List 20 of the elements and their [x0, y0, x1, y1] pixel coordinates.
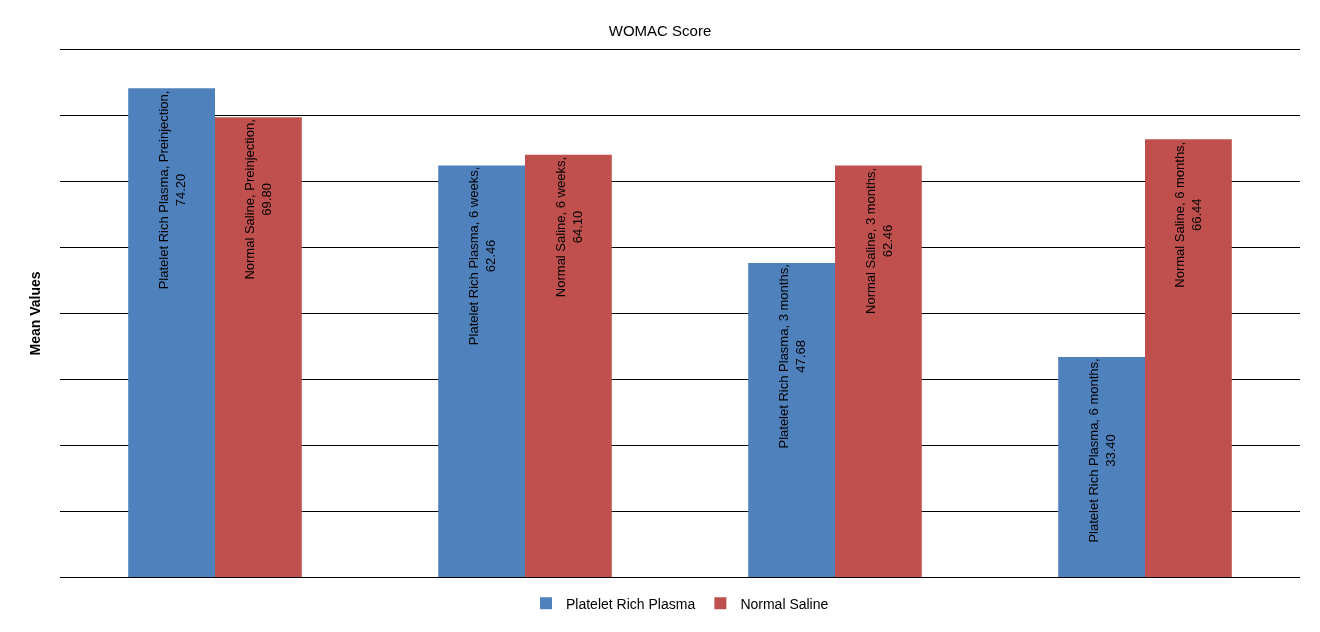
legend-label: Platelet Rich Plasma	[566, 595, 696, 612]
bar	[438, 165, 525, 577]
data-label: Normal Saline, 3 months, 62.46	[862, 167, 895, 314]
data-label: Platelet Rich Plasma, Preinjection, 74.20	[155, 90, 188, 290]
bar	[1145, 139, 1232, 577]
bar	[1058, 356, 1145, 577]
chart-title: WOMAC Score	[608, 21, 712, 39]
bar	[748, 262, 835, 577]
data-label: Normal Saline, 6 months, 66.44	[1172, 141, 1204, 288]
y-axis-title: Mean Values	[26, 271, 43, 356]
data-label: Normal Saline, 6 weeks, 64.10	[552, 156, 585, 298]
bar	[835, 165, 922, 577]
data-label: Platelet Rich Plasma, 3 months, 47.68	[775, 264, 808, 449]
data-label: Platelet Rich Plasma, 6 months, 33.40	[1085, 358, 1118, 543]
bar	[128, 88, 215, 577]
bar	[525, 154, 612, 577]
data-label: Normal Saline, Preinjection, 69.80	[242, 119, 275, 280]
data-label: Platelet Rich Plasma, 6 weeks, 62.46	[466, 166, 498, 346]
bar	[215, 117, 302, 577]
legend-label: Normal Saline	[740, 595, 829, 612]
